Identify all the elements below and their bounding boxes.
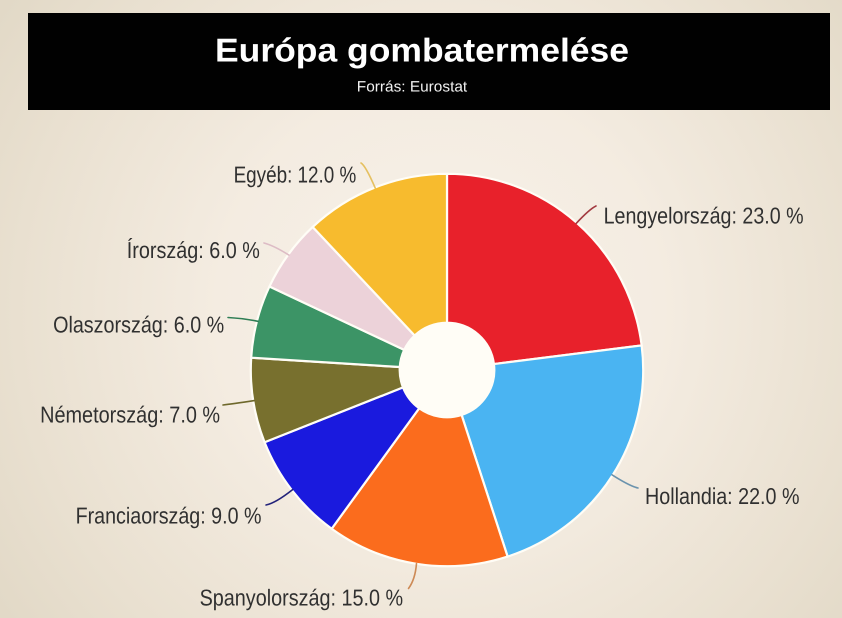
svg-text:Olaszország: 6.0 %: Olaszország: 6.0 % xyxy=(53,312,224,338)
svg-text:Európa gombatermelése: Európa gombatermelése xyxy=(215,32,629,69)
svg-text:Németország: 7.0 %: Németország: 7.0 % xyxy=(40,401,220,427)
svg-text:Egyéb: 12.0 %: Egyéb: 12.0 % xyxy=(234,161,357,187)
svg-text:Írország: 6.0 %: Írország: 6.0 % xyxy=(127,237,260,263)
svg-text:Hollandia: 22.0 %: Hollandia: 22.0 % xyxy=(645,483,800,509)
svg-text:Forrás: Eurostat: Forrás: Eurostat xyxy=(357,79,468,96)
svg-text:Lengyelország: 23.0 %: Lengyelország: 23.0 % xyxy=(604,203,804,229)
svg-text:Spanyolország: 15.0 %: Spanyolország: 15.0 % xyxy=(200,585,404,611)
svg-text:Franciaország: 9.0 %: Franciaország: 9.0 % xyxy=(76,503,262,529)
